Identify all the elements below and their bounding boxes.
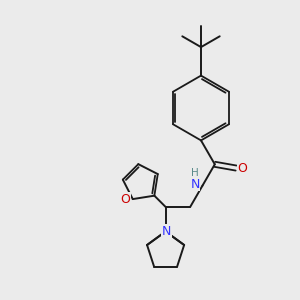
Text: N: N bbox=[190, 178, 200, 190]
Text: H: H bbox=[191, 168, 199, 178]
Text: O: O bbox=[120, 193, 130, 206]
Text: O: O bbox=[238, 162, 248, 175]
Text: N: N bbox=[162, 225, 171, 238]
